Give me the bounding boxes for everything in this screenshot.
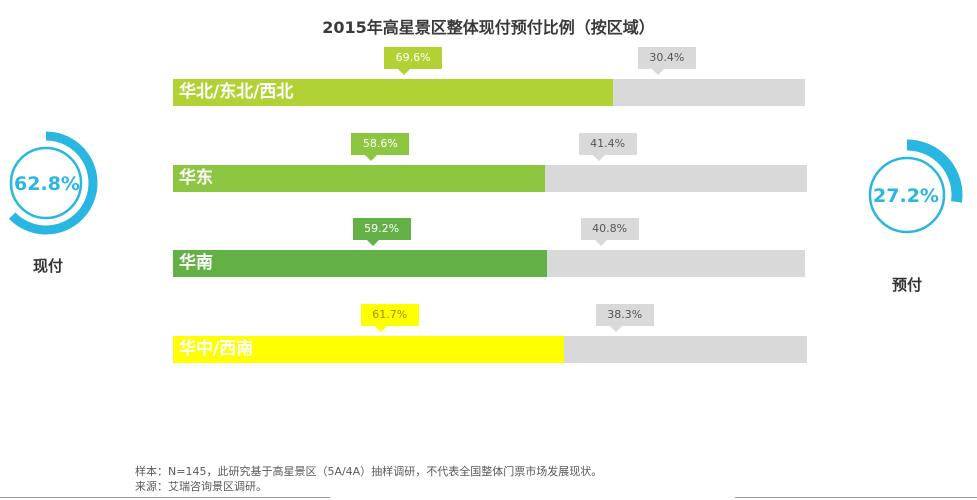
prepay-data-label: 41.4% xyxy=(578,133,637,161)
cash-label: 现付 xyxy=(32,257,63,275)
cash-data-label: 58.6% xyxy=(351,133,410,161)
category-label: 华中/西南 xyxy=(179,339,254,359)
bar-fill xyxy=(173,79,613,106)
footnotes: 样本：N=145，此研究基于高星景区（5A/4A）抽样调研，不代表全国整体门票市… xyxy=(135,464,602,494)
chart-title: 2015年高星景区整体现付预付比例（按区域） xyxy=(322,18,655,37)
prepay-donut-arc xyxy=(906,139,963,203)
cash-donut-ring xyxy=(9,146,83,220)
prepay-data-label: 40.8% xyxy=(580,218,639,246)
category-label: 华南 xyxy=(179,253,213,273)
cash-donut xyxy=(8,131,98,235)
prepay-donut xyxy=(868,139,963,234)
cash-data-label: 61.7% xyxy=(360,304,419,332)
category-label: 华东 xyxy=(179,168,213,188)
footer-rule-left xyxy=(0,497,330,498)
cash-donut-arc xyxy=(8,131,98,235)
cash-data-label: 59.2% xyxy=(352,218,411,246)
bar-fill xyxy=(173,336,565,363)
prepay-data-label: 38.3% xyxy=(595,304,654,332)
bar-fill xyxy=(173,250,548,277)
sample-note: 样本：N=145，此研究基于高星景区（5A/4A）抽样调研，不代表全国整体门票市… xyxy=(135,465,603,478)
footer-rule-right xyxy=(735,497,977,498)
bar-fill xyxy=(173,165,545,192)
prepay-data-label: 30.4% xyxy=(637,47,696,75)
prepay-donut-ring xyxy=(868,156,946,234)
category-label: 华北/东北/西北 xyxy=(179,82,294,102)
cash-donut-value: 62.8% xyxy=(14,173,80,195)
prepay-label: 预付 xyxy=(891,276,922,294)
source-note: 来源：艾瑞咨询景区调研。 xyxy=(135,480,267,493)
cash-data-label: 69.6% xyxy=(384,47,443,75)
prepay-donut-value: 27.2% xyxy=(873,185,939,207)
